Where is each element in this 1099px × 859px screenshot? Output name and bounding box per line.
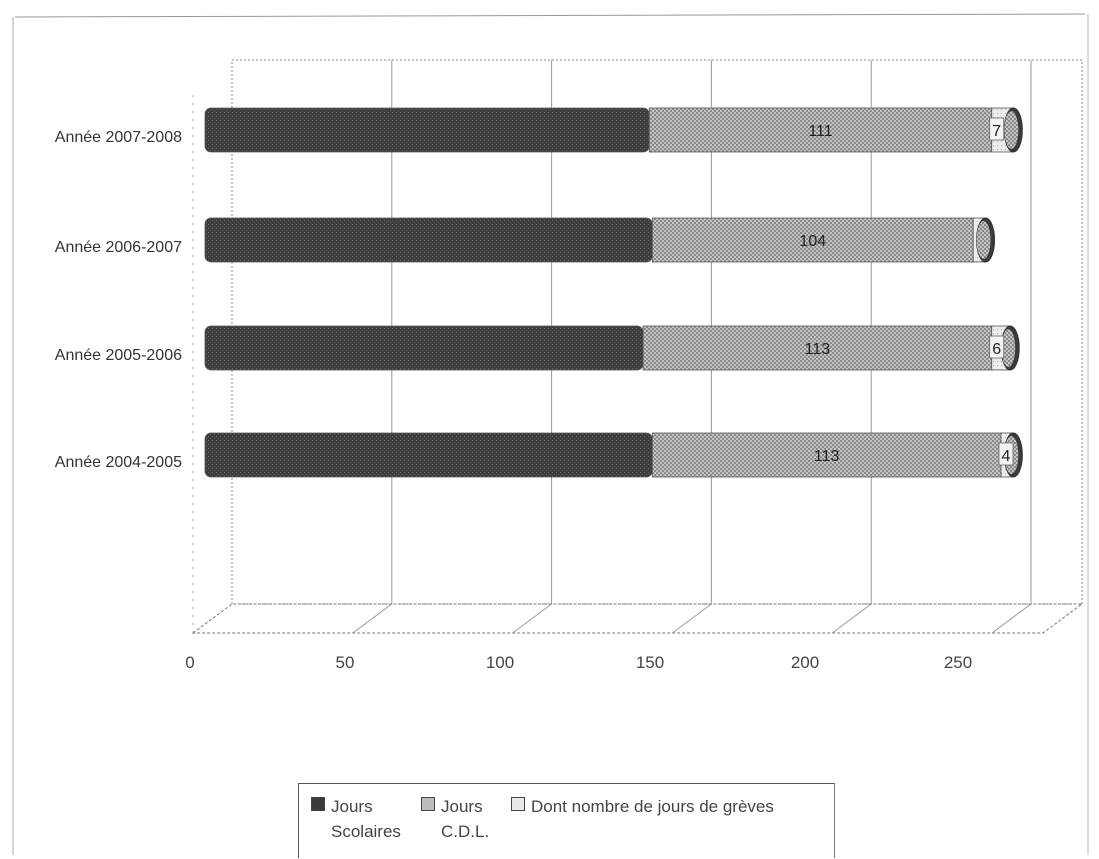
- bar-greves: 7: [989, 107, 1023, 153]
- bars: 111 7 104 113 6 113 4: [204, 107, 1023, 478]
- bar-segment: [651, 432, 1002, 478]
- legend-label-line1: Jours: [331, 797, 373, 816]
- legend-item-greves: Dont nombre de jours de grèves: [511, 794, 774, 819]
- legend-label: Jours C.D.L.: [441, 794, 489, 844]
- legend: Jours Scolaires Jours C.D.L. Dont nombre…: [298, 783, 835, 858]
- outer-border-top: [14, 13, 1086, 18]
- legend-item-jours-cdl: Jours C.D.L.: [421, 794, 489, 844]
- bar-greves: 4: [998, 432, 1023, 478]
- data-label: 4: [1002, 448, 1011, 465]
- gridline-floor: [991, 603, 1032, 634]
- data-label: 113: [814, 448, 840, 465]
- legend-label-line2: C.D.L.: [441, 822, 490, 841]
- bar-segment: [642, 325, 993, 371]
- bar-segment: [204, 107, 650, 153]
- legend-label: Dont nombre de jours de grèves: [531, 794, 774, 819]
- bar-cap-inner: [1004, 111, 1019, 149]
- legend-label-line1: Jours: [441, 797, 483, 816]
- category-label: Année 2004-2005: [55, 454, 182, 471]
- x-tick-label: 50: [336, 653, 355, 672]
- x-tick-label: 100: [486, 653, 514, 672]
- category-label: Année 2007-2008: [55, 129, 182, 146]
- bar-segment: [648, 107, 993, 153]
- data-label: 113: [805, 341, 831, 358]
- bar-cap-inner: [976, 221, 991, 259]
- bar-jours-cdl: 104: [651, 217, 974, 263]
- x-tick-label: 200: [791, 653, 819, 672]
- x-tick-label: 150: [636, 653, 664, 672]
- bar-jours-scolaires: [204, 325, 644, 371]
- bar-jours-scolaires: [204, 107, 650, 153]
- bar-greves: 6: [989, 325, 1020, 371]
- data-label-box: [989, 335, 1005, 359]
- bar-jours-scolaires: [204, 217, 653, 263]
- category-label: Année 2005-2006: [55, 347, 182, 364]
- x-tick-label: 250: [944, 653, 972, 672]
- data-label-box: [998, 442, 1014, 466]
- bar-segment: [651, 217, 974, 263]
- gridline-floor: [672, 603, 712, 634]
- bar-jours-cdl: 111: [648, 107, 993, 153]
- bar-jours-cdl: 113: [651, 432, 1002, 478]
- legend-label-line1: Dont nombre de jours de grèves: [531, 797, 774, 816]
- bar-segment: [204, 432, 653, 478]
- legend-label-line2: Scolaires: [331, 822, 401, 841]
- x-tick-labels: 0 50 100 150 200 250: [185, 653, 972, 672]
- x-tick-label: 0: [185, 653, 194, 672]
- bar-segment: [204, 325, 644, 371]
- data-label: 111: [808, 123, 832, 140]
- gridline-floor: [831, 603, 872, 634]
- floor: [191, 603, 1084, 634]
- bar-greves: [972, 217, 996, 263]
- data-label: 7: [992, 123, 1001, 140]
- gridline-floor: [512, 603, 552, 634]
- data-label: 6: [992, 341, 1001, 358]
- legend-label: Jours Scolaires: [331, 794, 401, 844]
- gridline-floor: [352, 603, 393, 634]
- data-label: 104: [799, 233, 826, 250]
- legend-swatch: [511, 797, 525, 811]
- legend-swatch: [311, 797, 325, 811]
- bar-jours-scolaires: [204, 432, 653, 478]
- bar-segment: [204, 217, 653, 263]
- legend-item-jours-scolaires: Jours Scolaires: [311, 794, 401, 844]
- legend-swatch: [421, 797, 435, 811]
- category-labels: Année 2007-2008 Année 2006-2007 Année 2005…: [55, 129, 182, 471]
- category-label: Année 2006-2007: [55, 239, 182, 256]
- bar-cap-inner: [1001, 329, 1016, 367]
- bar-jours-cdl: 113: [642, 325, 993, 371]
- data-label-box: [989, 117, 1005, 141]
